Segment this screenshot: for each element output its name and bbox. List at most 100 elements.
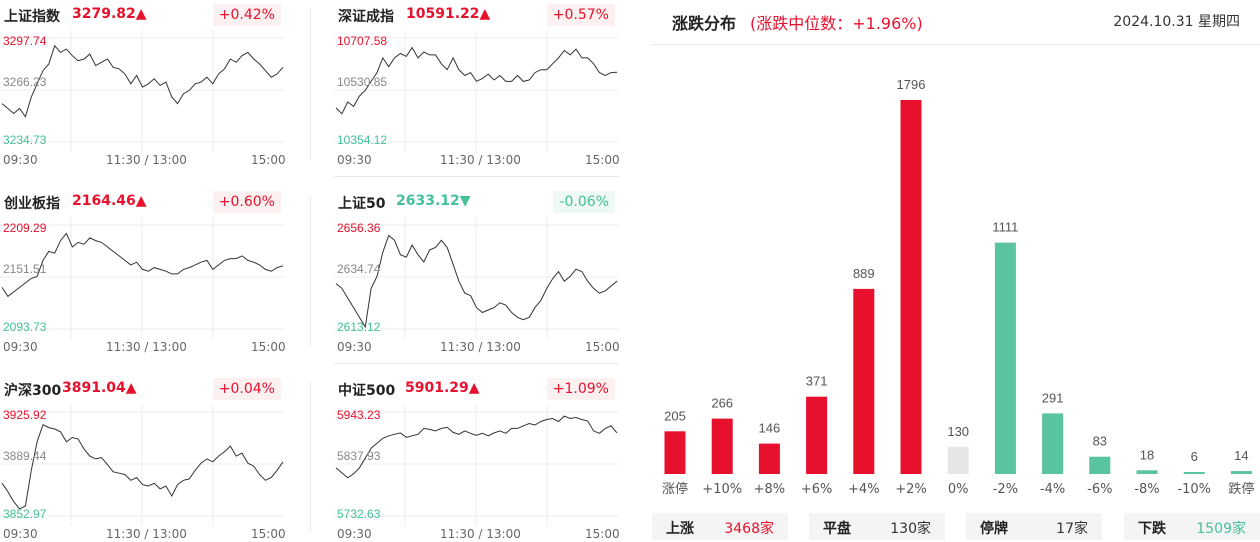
time-mid-label: 11:30 / 13:00 [106, 340, 187, 354]
axis-mid-label: 2634.74 [337, 262, 381, 276]
time-open-label: 09:30 [3, 153, 38, 167]
time-close-label: 15:00 [585, 527, 620, 541]
stat-fall-label: 下跌 [1138, 521, 1166, 537]
time-open-label: 09:30 [337, 527, 372, 541]
distribution-bar[interactable] [947, 446, 969, 474]
bar-value-label: 130 [947, 424, 969, 439]
index-name: 中证500 [338, 383, 396, 399]
stat-flat: 平盘 130家 [809, 513, 945, 540]
time-close-label: 15:00 [251, 527, 286, 541]
index-price: 3891.04▲ [62, 380, 137, 396]
distribution-bar[interactable] [1136, 470, 1158, 474]
distribution-bar[interactable] [1042, 413, 1064, 474]
column-divider [310, 10, 311, 160]
distribution-chart: 205涨停266+10%146+8%371+6%889+4%1796+2%130… [662, 77, 1254, 497]
index-panel-sh[interactable]: 上证指数 3279.82▲ +0.42% 3297.74 3266.23 3234.73 0… [0, 0, 286, 177]
index-header: 创业板指 2164.46▲ +0.60% [0, 187, 285, 217]
time-close-label: 15:00 [251, 153, 286, 167]
distribution-bar[interactable] [994, 242, 1016, 474]
index-panel-zz500[interactable]: 中证500 5901.29▲ +1.09% 5943.23 5837.93 5732.63… [334, 374, 620, 542]
stat-rise: 上涨 3468家 [652, 513, 788, 540]
axis-max-label: 3297.74 [3, 34, 47, 48]
axis-mid-label: 2151.51 [3, 262, 47, 276]
row-divider [334, 176, 619, 177]
distribution-median: (涨跌中位数：+1.96%) [750, 14, 923, 33]
index-panel-hs300[interactable]: 沪深300 3891.04▲ +0.04% 3925.92 3889.44 3852.97… [0, 374, 286, 542]
index-price-value: 3279.82 [72, 6, 136, 22]
intraday-chart: 3925.92 3889.44 3852.97 [0, 404, 285, 526]
bar-category-label: +2% [895, 482, 927, 497]
section-divider [652, 44, 1260, 45]
intraday-chart: 10707.58 10530.85 10354.12 [334, 30, 619, 152]
stat-suspended: 停牌 17家 [966, 513, 1102, 540]
index-header: 中证500 5901.29▲ +1.09% [334, 374, 619, 404]
axis-min-label: 2613.12 [337, 320, 381, 334]
index-header: 上证50 2633.12▼ -0.06% [334, 187, 619, 217]
distribution-bar[interactable] [1183, 472, 1205, 474]
axis-max-label: 10707.58 [337, 34, 387, 48]
triangle-down-icon: ▼ [459, 193, 471, 209]
distribution-bar[interactable] [853, 288, 875, 474]
stat-suspended-value: 17家 [1056, 521, 1088, 537]
bar-category-label: +6% [801, 482, 833, 497]
triangle-up-icon: ▲ [125, 380, 137, 396]
index-name: 沪深300 [4, 383, 62, 399]
row-divider [334, 363, 619, 364]
time-mid-label: 11:30 / 13:00 [440, 153, 521, 167]
time-open-label: 09:30 [3, 340, 38, 354]
stat-fall-value: 1509家 [1196, 521, 1246, 537]
index-panel-sz[interactable]: 深证成指 10591.22▲ +0.57% 10707.58 10530.85 10354… [334, 0, 620, 177]
index-change-badge: +1.09% [546, 378, 615, 400]
intraday-chart: 2656.36 2634.74 2613.12 [334, 217, 619, 339]
intraday-chart: 5943.23 5837.93 5732.63 [334, 404, 619, 526]
distribution-bar[interactable] [711, 418, 733, 474]
bar-category-label: +4% [848, 482, 880, 497]
intraday-chart: 2209.29 2151.51 2093.73 [0, 217, 285, 339]
distribution-bar[interactable] [900, 100, 922, 474]
index-price-value: 2633.12 [396, 193, 460, 209]
axis-mid-label: 10530.85 [337, 75, 387, 89]
index-panel-sz50[interactable]: 上证50 2633.12▼ -0.06% 2656.36 2634.74 2613.12 0… [334, 187, 620, 364]
axis-max-label: 2656.36 [337, 221, 381, 235]
distribution-bar[interactable] [1230, 471, 1252, 474]
bar-value-label: 83 [1093, 434, 1107, 449]
bar-category-label: -4% [1040, 482, 1065, 497]
bar-category-label: -10% [1177, 482, 1211, 497]
stat-flat-value: 130家 [890, 521, 931, 537]
price-line [335, 234, 618, 329]
axis-max-label: 5943.23 [337, 408, 381, 422]
index-name: 深证成指 [338, 9, 394, 25]
bar-value-label: 205 [664, 408, 686, 423]
bar-value-label: 1111 [992, 220, 1018, 235]
index-change-badge: -0.06% [553, 191, 615, 213]
distribution-bar[interactable] [1089, 456, 1111, 474]
triangle-up-icon: ▲ [135, 6, 147, 22]
index-price-value: 3891.04 [62, 380, 126, 396]
index-name: 上证指数 [4, 9, 60, 25]
time-mid-label: 11:30 / 13:00 [440, 527, 521, 541]
index-price: 3279.82▲ [72, 6, 147, 22]
bar-value-label: 6 [1191, 449, 1198, 464]
stat-rise-value: 3468家 [724, 521, 774, 537]
distribution-bar[interactable] [664, 431, 686, 474]
price-line [1, 423, 284, 510]
distribution-title: 涨跌分布 [672, 14, 737, 33]
bar-value-label: 291 [1042, 390, 1064, 405]
time-close-label: 15:00 [251, 340, 286, 354]
axis-min-label: 3852.97 [3, 507, 47, 521]
distribution-bar[interactable] [806, 396, 828, 474]
axis-mid-label: 3889.44 [3, 449, 47, 463]
bar-value-label: 266 [711, 396, 733, 411]
bar-category-label: 0% [948, 482, 969, 497]
index-change-badge: +0.57% [546, 4, 615, 26]
stat-fall: 下跌 1509家 [1124, 513, 1260, 540]
bar-value-label: 1796 [897, 77, 926, 92]
distribution-bar[interactable] [758, 443, 780, 474]
bar-category-label: +10% [702, 482, 742, 497]
index-change-badge: +0.04% [212, 378, 281, 400]
index-panel-cyb[interactable]: 创业板指 2164.46▲ +0.60% 2209.29 2151.51 2093.73 0… [0, 187, 286, 364]
index-price: 10591.22▲ [406, 6, 490, 22]
bar-category-label: -6% [1087, 482, 1112, 497]
time-mid-label: 11:30 / 13:00 [106, 527, 187, 541]
triangle-up-icon: ▲ [468, 380, 480, 396]
